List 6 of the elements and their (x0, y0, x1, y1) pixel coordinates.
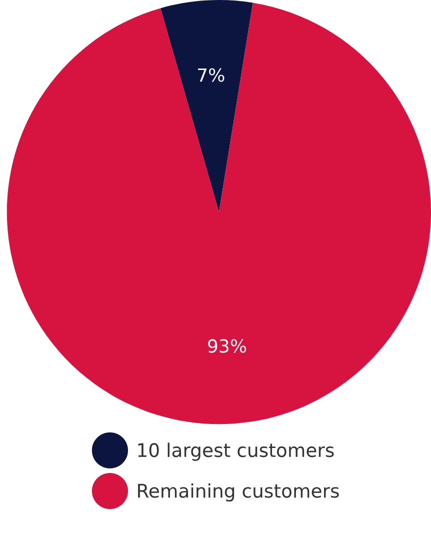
data-label: 93% (208, 339, 246, 353)
data-label: 7% (198, 68, 224, 82)
pie-slice (6, 2, 431, 424)
legend-label: 10 largest customers (138, 442, 334, 461)
legend-label: Remaining customers (138, 483, 339, 502)
pie-slice (160, 0, 253, 212)
